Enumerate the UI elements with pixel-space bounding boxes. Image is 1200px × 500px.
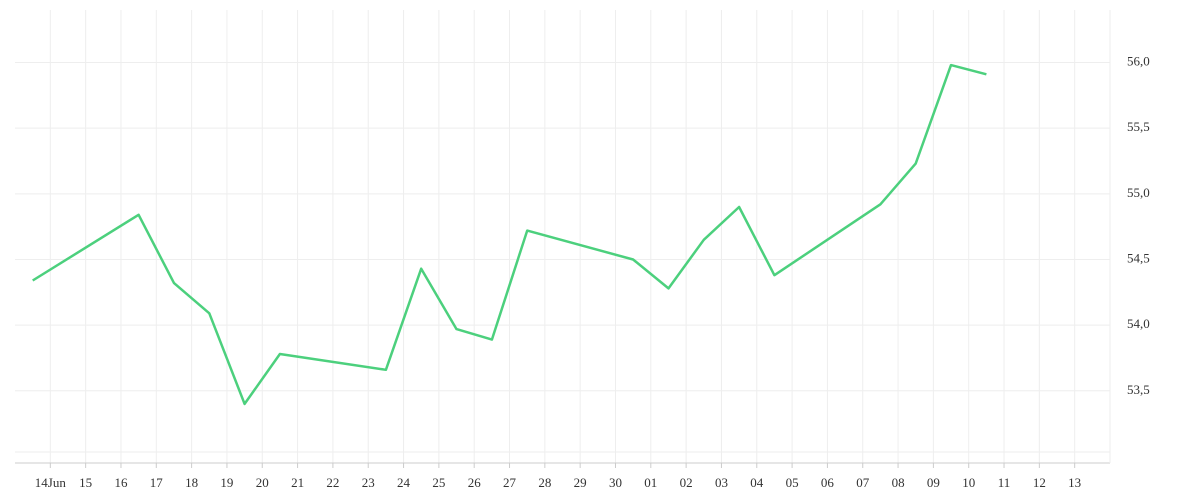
y-tick-label: 56,0 — [1127, 54, 1150, 69]
x-tick-label: 19 — [220, 475, 233, 490]
x-tick-label: 24 — [397, 475, 411, 490]
x-tick-label: 25 — [432, 475, 445, 490]
y-tick-label: 54,0 — [1127, 316, 1150, 331]
x-tick-label: 09 — [927, 475, 940, 490]
x-tick-label: 08 — [892, 475, 905, 490]
x-tick-label: 27 — [503, 475, 517, 490]
x-tick-label: 13 — [1068, 475, 1081, 490]
x-tick-label: 16 — [114, 475, 128, 490]
x-tick-label: 02 — [680, 475, 693, 490]
y-tick-label: 55,5 — [1127, 119, 1150, 134]
x-tick-label: 03 — [715, 475, 728, 490]
y-tick-label: 53,5 — [1127, 382, 1150, 397]
x-tick-label: 05 — [786, 475, 799, 490]
x-tick-label: 29 — [574, 475, 587, 490]
x-tick-label: 15 — [79, 475, 92, 490]
x-tick-label: 01 — [644, 475, 657, 490]
x-tick-label: 10 — [962, 475, 975, 490]
x-tick-label: 23 — [362, 475, 375, 490]
line-series — [32, 63, 987, 406]
x-tick-label: 14Jun — [35, 475, 67, 490]
x-tick-label: 11 — [998, 475, 1011, 490]
x-tick-label: 30 — [609, 475, 622, 490]
x-tick-label: 20 — [256, 475, 269, 490]
x-tick-label: 06 — [821, 475, 835, 490]
x-tick-label: 12 — [1033, 475, 1046, 490]
x-tick-label: 21 — [291, 475, 304, 490]
x-tick-label: 17 — [150, 475, 164, 490]
y-tick-label: 55,0 — [1127, 185, 1150, 200]
x-tick-label: 22 — [326, 475, 339, 490]
x-tick-label: 18 — [185, 475, 198, 490]
x-tick-label: 07 — [856, 475, 870, 490]
x-tick-label: 28 — [538, 475, 551, 490]
y-tick-label: 54,5 — [1127, 250, 1150, 265]
x-tick-label: 26 — [468, 475, 482, 490]
x-tick-label: 04 — [750, 475, 764, 490]
